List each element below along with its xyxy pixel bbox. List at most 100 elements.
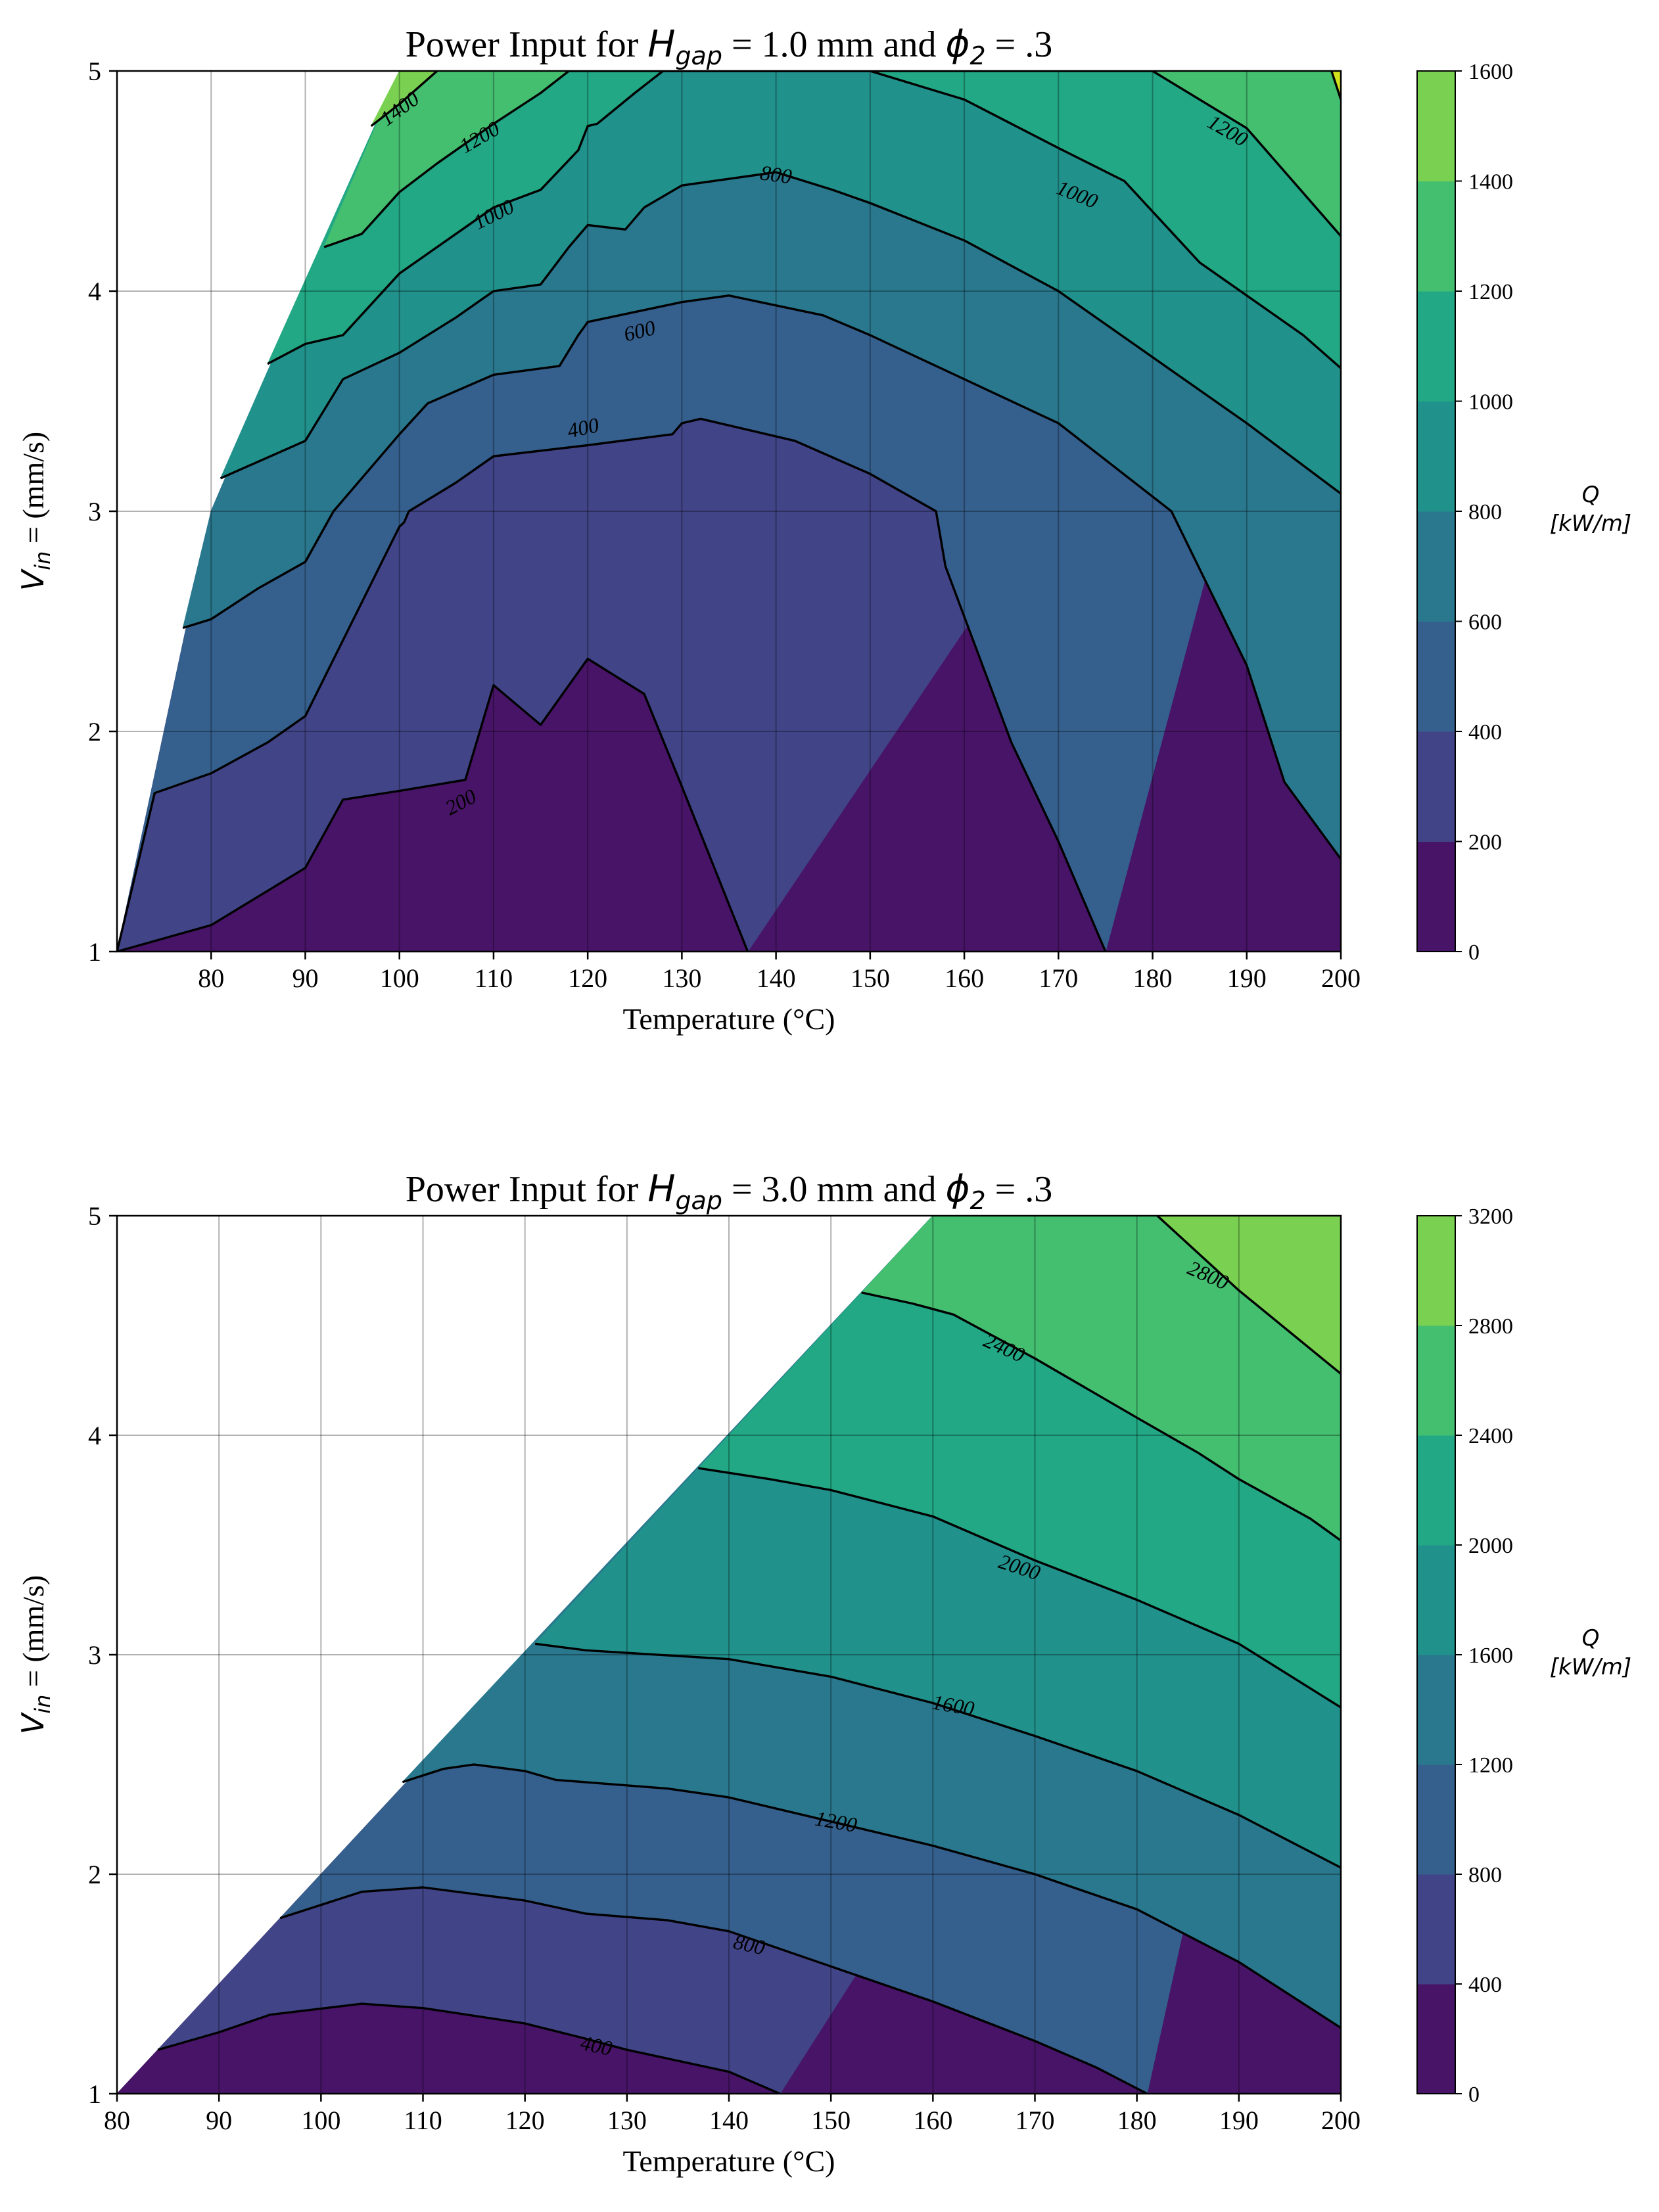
x-tick-label: 160 (945, 963, 984, 993)
colorbar-swatch (1417, 181, 1455, 292)
contour-line-2800 (1156, 1216, 1341, 1375)
contour-line-1600 (1330, 71, 1341, 101)
contour-line-1600 (534, 1642, 1341, 1869)
colorbar-swatch (1417, 401, 1455, 512)
x-axis-label: Temperature (°C) (623, 1002, 835, 1036)
y-tick-label: 3 (88, 497, 101, 526)
colorbar-tick-label: 400 (1468, 1973, 1502, 1997)
chart-title: Power Input for Hgap = 3.0 mm and ϕ2 = .… (406, 1168, 1053, 1215)
x-tick-label: 100 (380, 963, 419, 993)
colorbar-tick-label: 1400 (1468, 170, 1513, 195)
colorbar-tick-label: 1200 (1468, 1753, 1513, 1778)
contour-line-800 (220, 171, 1341, 495)
x-tick-label: 200 (1321, 2106, 1361, 2135)
colorbar-tick-label: 200 (1468, 831, 1502, 855)
y-axis-label: Vin = (mm/s) (15, 432, 55, 591)
x-tick-label: 190 (1219, 2106, 1259, 2135)
colorbar-tick-label: 400 (1468, 720, 1502, 745)
y-tick-label: 5 (88, 57, 101, 86)
colorbar: 0 200 400 600 800 1000 1200 1400 1600 Q [kW/m] (1416, 60, 1631, 965)
x-tick-label: 130 (607, 2106, 647, 2135)
y-axis-label: Vin = (mm/s) (15, 1575, 55, 1734)
contour-line-1400 (370, 71, 438, 127)
contour-line-2400 (861, 1291, 1341, 1542)
colorbar-swatch (1417, 621, 1455, 732)
contour-line-1000 (267, 71, 1341, 369)
y-tick-label: 4 (88, 277, 101, 306)
colorbar-swatch (1417, 1325, 1455, 1436)
x-tick-label: 150 (851, 963, 890, 993)
contour-line-800 (279, 1886, 1148, 2094)
colorbar-label-symbol: Q (1582, 482, 1600, 508)
contour-line-600 (182, 294, 1341, 860)
y-tick-label: 2 (88, 717, 101, 747)
colorbar-label-units: [kW/m] (1550, 1654, 1631, 1680)
colorbar-swatch (1417, 1874, 1455, 1985)
colorbar-swatch (1417, 291, 1455, 402)
colorbar-swatch (1417, 1545, 1455, 1655)
colorbar-swatch (1417, 841, 1455, 952)
x-tick-label: 120 (568, 963, 607, 993)
y-tick-label: 2 (88, 1860, 101, 1889)
x-tick-label: 130 (662, 963, 701, 993)
x-tick-label: 170 (1016, 2106, 1055, 2135)
colorbar-swatch (1417, 1764, 1455, 1875)
colorbar-label-symbol: Q (1582, 1625, 1600, 1651)
contour-line-1200 (402, 1763, 1341, 2029)
x-tick-label: 160 (913, 2106, 952, 2135)
colorbar-swatch (1417, 1655, 1455, 1765)
colorbar: 0 400 800 1200 1600 2000 2400 2800 3200 Q [kW/m] (1416, 1205, 1631, 2107)
colorbar-tick-label: 2000 (1468, 1534, 1513, 1558)
colorbar-tick-label: 2400 (1468, 1424, 1513, 1448)
x-tick-label: 140 (757, 963, 796, 993)
contour-label: 800 (759, 160, 793, 188)
colorbar-tick-label: 0 (1468, 2083, 1480, 2107)
y-tick-label: 1 (88, 2079, 101, 2109)
colorbar-tick-label: 600 (1468, 611, 1502, 635)
axis-ticks: 80 90 100 110 120 130 140 150 160 170 180 190 200 1 2 3… (88, 1201, 1361, 2135)
axis-ticks: 80 90 100 110 120 130 140 150 160 170 180 190 200 1 2 3… (88, 57, 1361, 993)
x-tick-label: 80 (104, 2106, 130, 2135)
colorbar-swatch (1417, 71, 1455, 181)
y-tick-label: 4 (88, 1421, 101, 1450)
colorbar-swatch (1417, 731, 1455, 842)
y-tick-label: 1 (88, 937, 101, 967)
contour-lines (117, 71, 1341, 952)
contour-line-200 (117, 657, 749, 952)
contour-line-1200 (323, 71, 1341, 248)
colorbar-swatch (1417, 1216, 1455, 1326)
contour-label-text: 800 (759, 160, 793, 188)
colorbar-tick-label: 2800 (1468, 1314, 1513, 1339)
x-tick-label: 110 (404, 2106, 442, 2135)
colorbar-tick-label: 800 (1468, 1863, 1502, 1887)
colorbar-swatch (1417, 1984, 1455, 2094)
x-tick-label: 80 (198, 963, 224, 993)
chart-title: Power Input for Hgap = 1.0 mm and ϕ2 = .… (406, 23, 1053, 70)
colorbar-tick-label: 1600 (1468, 60, 1513, 84)
x-tick-label: 110 (475, 963, 513, 993)
x-tick-label: 180 (1133, 963, 1173, 993)
contour-lines (157, 1216, 1341, 2094)
x-tick-label: 120 (505, 2106, 545, 2135)
x-tick-label: 150 (811, 2106, 851, 2135)
contour-line-2000 (698, 1467, 1341, 1709)
colorbar-tick-label: 1200 (1468, 280, 1513, 304)
colorbar-tick-label: 1600 (1468, 1644, 1513, 1668)
grid-lines (117, 1216, 1341, 2094)
colorbar-tick-label: 1000 (1468, 390, 1513, 415)
contour-fill-regions (117, 71, 1341, 952)
y-tick-label: 3 (88, 1640, 101, 1670)
x-axis-label: Temperature (°C) (623, 2144, 835, 2178)
colorbar-tick-label: 800 (1468, 500, 1502, 524)
contour-line-400 (117, 417, 1107, 952)
y-tick-label: 5 (88, 1201, 101, 1231)
colorbar-label-units: [kW/m] (1550, 511, 1631, 537)
x-tick-label: 200 (1321, 963, 1361, 993)
x-tick-label: 90 (206, 2106, 232, 2135)
x-tick-label: 180 (1117, 2106, 1157, 2135)
x-tick-label: 90 (292, 963, 318, 993)
colorbar-tick-label: 0 (1468, 940, 1480, 965)
